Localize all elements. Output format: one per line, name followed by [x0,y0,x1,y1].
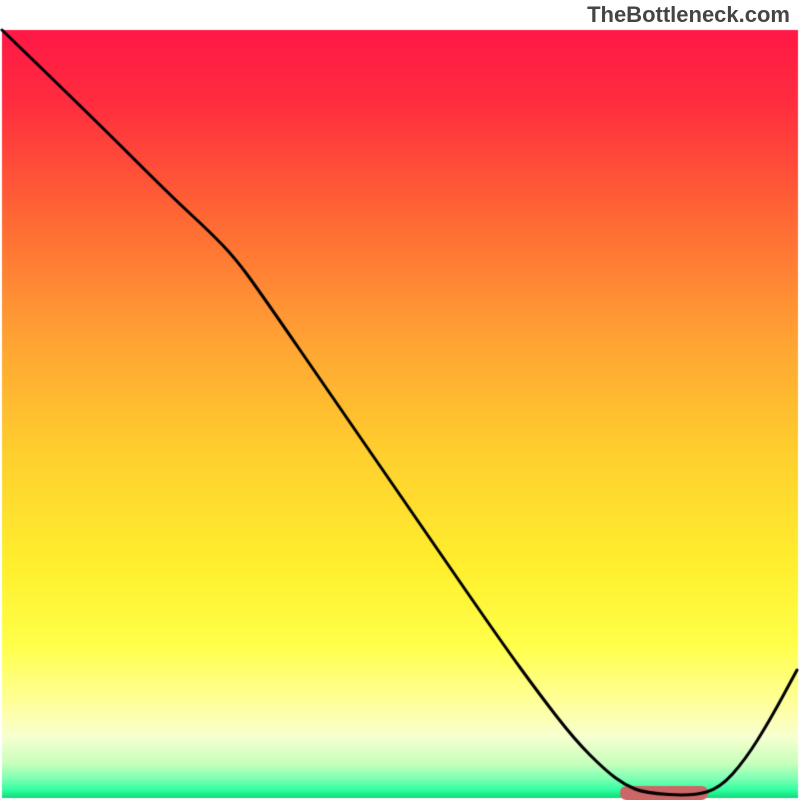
chart-container: TheBottleneck.com [0,0,800,800]
watermark-text: TheBottleneck.com [587,2,790,28]
bottleneck-chart-canvas [0,0,800,800]
